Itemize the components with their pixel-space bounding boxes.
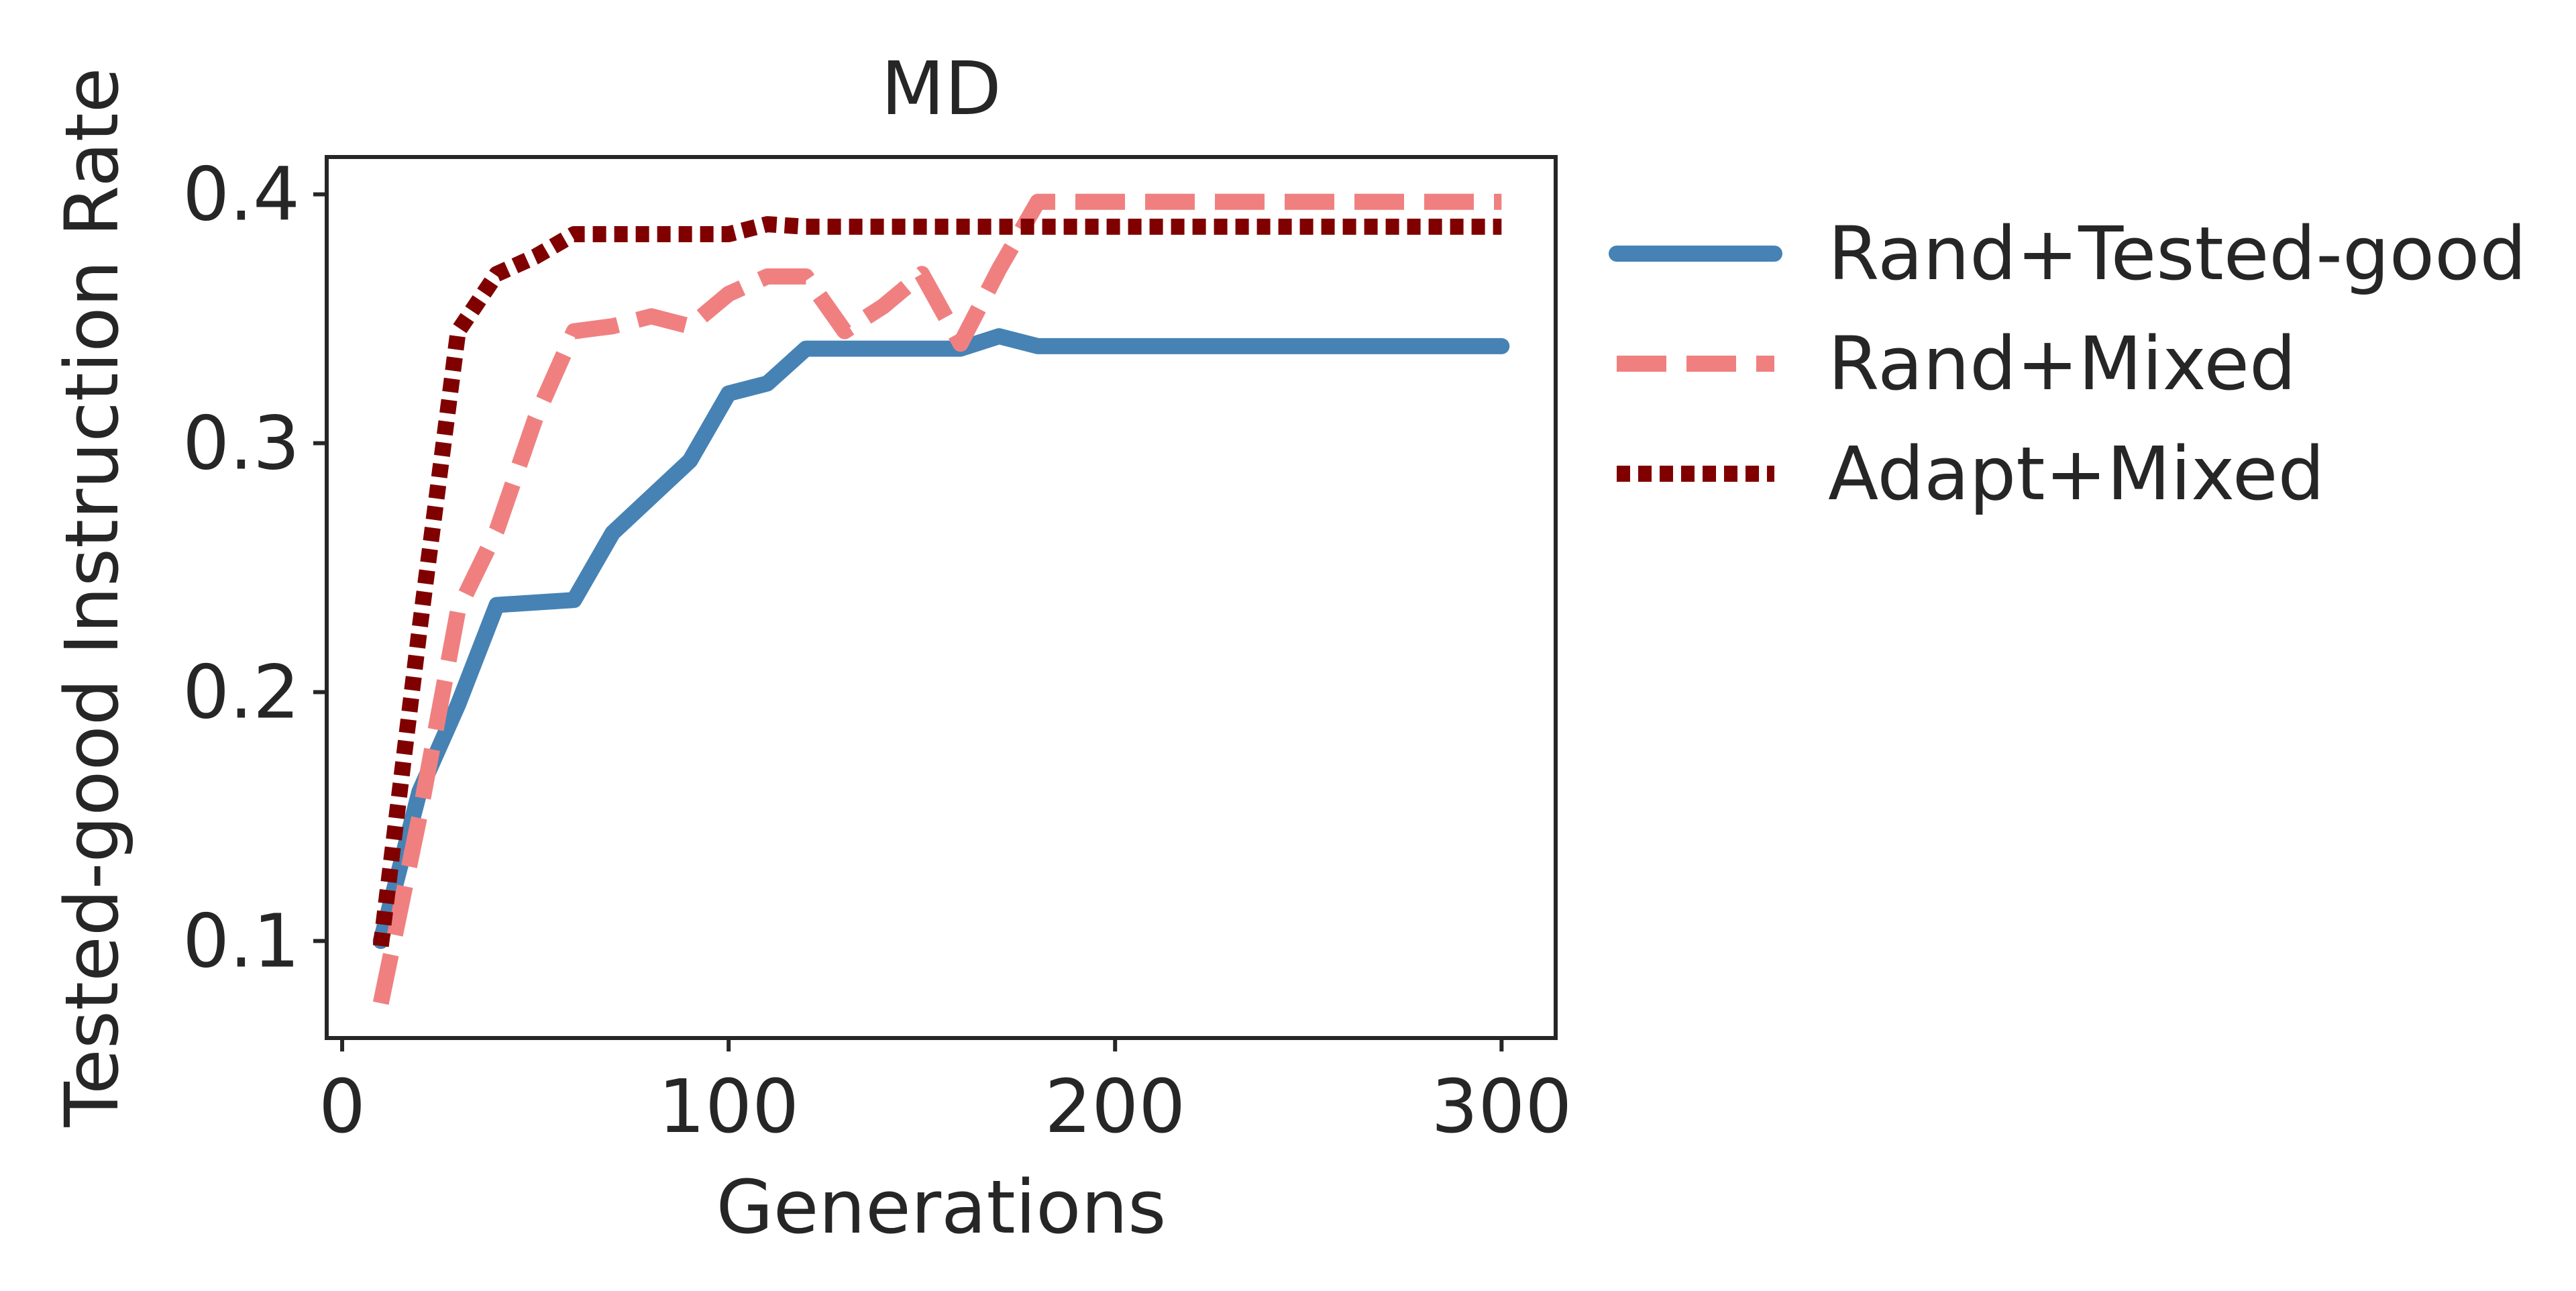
- y-axis-label: Tested-good Instruction Rate: [49, 68, 135, 1128]
- series-layer: [372, 193, 1510, 1005]
- x-axis-ticks: 0 100 200 300: [319, 1038, 1572, 1149]
- x-tick-label: 100: [658, 1064, 799, 1149]
- legend-label-3: Adapt+Mixed: [1828, 431, 2324, 517]
- x-axis-label: Generations: [716, 1164, 1167, 1250]
- y-tick-label: 0.1: [182, 898, 300, 984]
- y-tick-label: 0.2: [182, 649, 300, 735]
- legend-label-1: Rand+Tested-good: [1828, 211, 2526, 297]
- series-line-2: [372, 193, 1502, 1005]
- series-line-1: [372, 328, 1510, 949]
- chart-title: MD: [881, 46, 1002, 132]
- y-axis-ticks: 0.1 0.2 0.3 0.4: [182, 152, 327, 984]
- y-tick-label: 0.4: [182, 152, 300, 238]
- series-line-3: [372, 216, 1502, 947]
- x-tick-label: 300: [1431, 1064, 1572, 1149]
- y-tick-label: 0.3: [182, 401, 300, 486]
- x-tick-label: 200: [1044, 1064, 1185, 1149]
- legend-label-2: Rand+Mixed: [1828, 321, 2296, 407]
- legend: Rand+Tested-good Rand+Mixed Adapt+Mixed: [1609, 211, 2526, 517]
- x-tick-label: 0: [319, 1064, 366, 1149]
